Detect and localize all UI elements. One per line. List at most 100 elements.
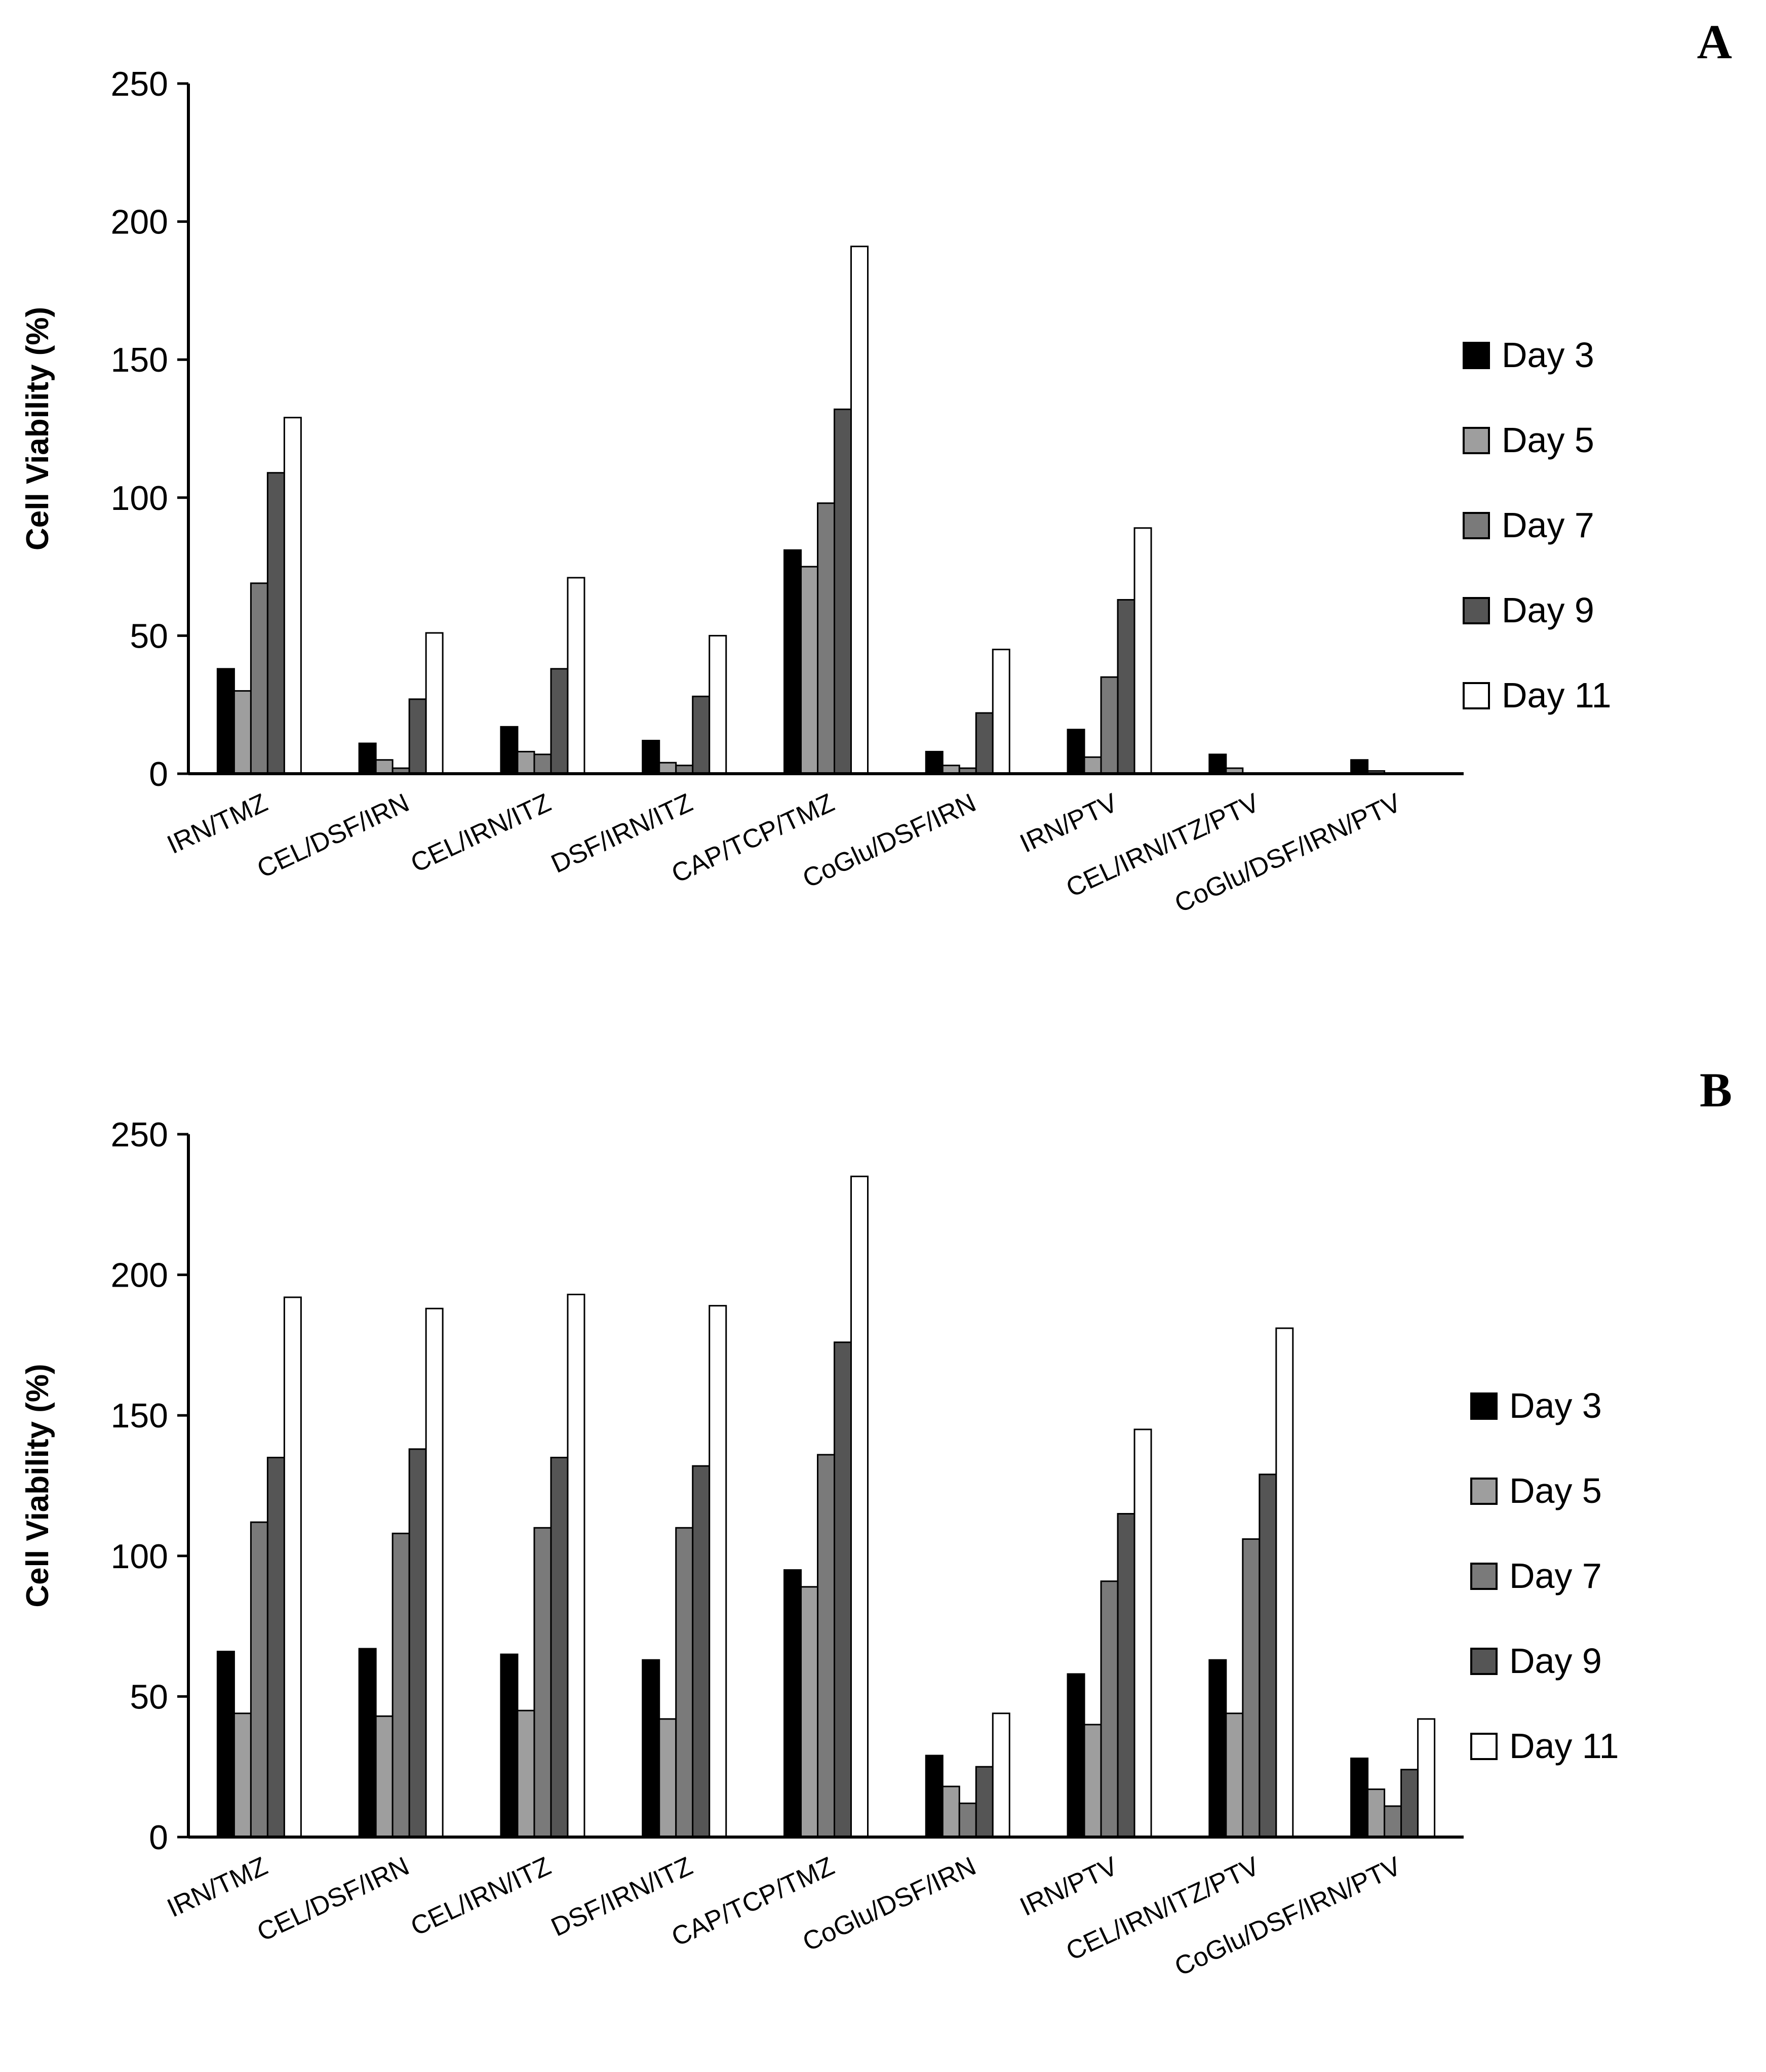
panel-b-legend-swatch-day11 <box>1470 1733 1498 1760</box>
panel-a-bar-irn-ptv-day3 <box>1067 729 1085 775</box>
panel-a-legend-swatch-day11 <box>1463 682 1490 709</box>
panel-b-bar-cap-tcp-tmz-day7 <box>817 1454 835 1838</box>
panel-a-bar-cel-dsf-irn-day9 <box>408 698 427 775</box>
panel-b-legend-swatch-day7 <box>1470 1563 1498 1590</box>
panel-b-bar-coglu-dsf-irn-ptv-day5 <box>1367 1788 1386 1838</box>
panel-b-bar-dsf-irn-itz-day7 <box>675 1527 694 1838</box>
panel-b-bar-cel-irn-itz-day9 <box>550 1456 569 1838</box>
panel-b-bar-coglu-dsf-irn-day3 <box>925 1755 944 1838</box>
panel-b-legend-swatch-day3 <box>1470 1392 1498 1420</box>
panel-a-x-tick-label: CoGlu/DSF/IRN/PTV <box>1170 788 1406 919</box>
panel-b-bar-coglu-dsf-irn-ptv-day11 <box>1417 1718 1436 1838</box>
panel-a-y-tick-label: 50 <box>130 617 168 655</box>
panel-b-bar-cel-dsf-irn-day11 <box>425 1307 444 1838</box>
panel-b-bar-irn-tmz-day7 <box>250 1521 268 1838</box>
panel-b-legend-label: Day 11 <box>1509 1726 1619 1766</box>
panel-a-legend-label: Day 5 <box>1502 420 1594 460</box>
panel-a-bar-cap-tcp-tmz-day7 <box>817 502 835 775</box>
panel-a-legend-label: Day 11 <box>1502 675 1612 715</box>
panel-a-bar-irn-ptv-day5 <box>1083 756 1102 775</box>
panel-a-legend-label: Day 9 <box>1502 590 1594 630</box>
panel-b-legend-swatch-day5 <box>1470 1478 1498 1505</box>
panel-b-bar-cel-irn-itz-ptv-day7 <box>1242 1538 1261 1838</box>
panel-letter-b: B <box>1700 1063 1732 1117</box>
panel-b-y-tick-label: 50 <box>130 1678 168 1716</box>
panel-a-bar-coglu-dsf-irn-day9 <box>975 712 994 775</box>
panel-letter-a: A <box>1697 15 1732 69</box>
panel-a-bar-cel-dsf-irn-day11 <box>425 632 444 775</box>
panel-b-bar-irn-ptv-day7 <box>1100 1580 1119 1838</box>
panel-b-bar-irn-tmz-day5 <box>233 1712 252 1838</box>
panel-b: B IRN/TMZCEL/DSF/IRNCEL/IRN/ITZDSF/IRN/I… <box>20 1063 1732 1982</box>
panel-b-legend-swatch-day9 <box>1470 1648 1498 1675</box>
panel-a-bar-irn-ptv-day9 <box>1117 599 1135 775</box>
panel-a-plot: IRN/TMZCEL/DSF/IRNCEL/IRN/ITZDSF/IRN/ITZ… <box>20 65 1612 919</box>
panel-b-bar-dsf-irn-itz-day3 <box>642 1659 660 1838</box>
panel-a-bar-cap-tcp-tmz-day5 <box>800 566 818 775</box>
panel-a-y-tick-label: 100 <box>111 479 168 517</box>
panel-b-bar-cel-dsf-irn-day5 <box>375 1715 394 1838</box>
panel-b-bar-irn-tmz-day3 <box>216 1651 235 1838</box>
panel-b-bar-cel-irn-itz-ptv-day9 <box>1259 1473 1277 1838</box>
panel-b-bar-cel-irn-itz-ptv-day11 <box>1275 1327 1294 1838</box>
panel-b-bar-cap-tcp-tmz-day11 <box>850 1175 869 1838</box>
panel-a-bar-irn-tmz-day3 <box>216 668 235 775</box>
panel-b-legend-label: Day 9 <box>1509 1641 1602 1681</box>
panel-b-bar-cap-tcp-tmz-day3 <box>783 1569 802 1838</box>
panel-b-bar-cap-tcp-tmz-day5 <box>800 1586 818 1838</box>
panel-a-legend-swatch-day3 <box>1463 342 1490 369</box>
panel-b-bar-cel-irn-itz-ptv-day5 <box>1225 1712 1244 1838</box>
panel-b-bar-coglu-dsf-irn-ptv-day9 <box>1400 1769 1419 1838</box>
panel-a-bar-cap-tcp-tmz-day9 <box>834 408 852 775</box>
panel-b-y-tick-label: 200 <box>111 1256 168 1295</box>
panel-b-x-tick-label: CEL/IRN/ITZ <box>406 1851 555 1941</box>
panel-b-bar-coglu-dsf-irn-day9 <box>975 1766 994 1838</box>
panel-b-bar-cel-irn-itz-day7 <box>533 1527 552 1838</box>
panel-a-bar-dsf-irn-itz-day5 <box>658 762 677 775</box>
panel-b-bar-dsf-irn-itz-day5 <box>658 1718 677 1838</box>
panel-a-bar-cap-tcp-tmz-day11 <box>850 246 869 775</box>
panel-b-bar-cel-irn-itz-ptv-day3 <box>1208 1659 1227 1838</box>
panel-b-bar-cel-dsf-irn-day9 <box>408 1448 427 1838</box>
panel-b-y-tick-label: 250 <box>111 1115 168 1154</box>
panel-a-bar-irn-tmz-day7 <box>250 582 268 775</box>
panel-b-bar-irn-ptv-day11 <box>1133 1428 1152 1838</box>
panel-a-x-tick-label: IRN/TMZ <box>163 788 272 860</box>
panel-b-legend-label: Day 5 <box>1509 1471 1602 1510</box>
panel-b-y-tick-label: 100 <box>111 1537 168 1576</box>
panel-b-x-tick-label: IRN/TMZ <box>163 1851 272 1923</box>
panel-a-y-tick-label: 0 <box>149 755 168 793</box>
panel-b-bar-irn-tmz-day9 <box>266 1456 285 1838</box>
panel-b-bar-dsf-irn-itz-day9 <box>692 1465 711 1838</box>
panel-b-bar-irn-tmz-day11 <box>283 1296 302 1838</box>
panel-a-bar-cel-irn-itz-day9 <box>550 668 569 775</box>
panel-b-legend-label: Day 7 <box>1509 1556 1602 1596</box>
panel-a: A IRN/TMZCEL/DSF/IRNCEL/IRN/ITZDSF/IRN/I… <box>20 15 1732 919</box>
panel-b-bar-cel-irn-itz-day3 <box>500 1653 519 1838</box>
panel-a-legend-label: Day 7 <box>1502 505 1594 545</box>
panel-b-plot: IRN/TMZCEL/DSF/IRNCEL/IRN/ITZDSF/IRN/ITZ… <box>20 1115 1619 1982</box>
panel-a-bar-irn-ptv-day11 <box>1133 527 1152 775</box>
panel-a-y-tick-label: 250 <box>111 65 168 103</box>
panel-b-y-axis-title: Cell Viability (%) <box>20 1364 55 1607</box>
panel-a-bar-coglu-dsf-irn-day3 <box>925 750 944 775</box>
panel-b-legend-label: Day 3 <box>1509 1386 1602 1425</box>
panel-a-bar-cel-irn-itz-ptv-day3 <box>1208 753 1227 775</box>
panel-b-bar-coglu-dsf-irn-day7 <box>958 1802 977 1838</box>
panel-a-bar-cel-irn-itz-day3 <box>500 726 519 775</box>
panel-b-bar-cap-tcp-tmz-day9 <box>834 1341 852 1838</box>
panel-a-x-tick-label: IRN/PTV <box>1015 788 1122 858</box>
panel-a-bar-cel-irn-itz-day5 <box>517 750 535 775</box>
panel-a-bar-cel-dsf-irn-day3 <box>358 742 377 775</box>
panel-a-bar-cap-tcp-tmz-day3 <box>783 549 802 775</box>
panel-b-bar-cel-dsf-irn-day7 <box>391 1532 410 1838</box>
panel-a-bar-cel-irn-itz-day11 <box>567 577 585 775</box>
panel-a-y-axis-title: Cell Viability (%) <box>20 307 55 550</box>
panel-a-y-tick-label: 200 <box>111 203 168 242</box>
panel-b-y-tick-label: 150 <box>111 1397 168 1435</box>
panel-a-bar-dsf-irn-itz-day3 <box>642 740 660 775</box>
panel-b-bar-dsf-irn-itz-day11 <box>709 1305 727 1838</box>
panel-b-x-tick-label: CEL/DSF/IRN <box>253 1851 414 1947</box>
panel-a-bar-irn-tmz-day9 <box>266 472 285 775</box>
